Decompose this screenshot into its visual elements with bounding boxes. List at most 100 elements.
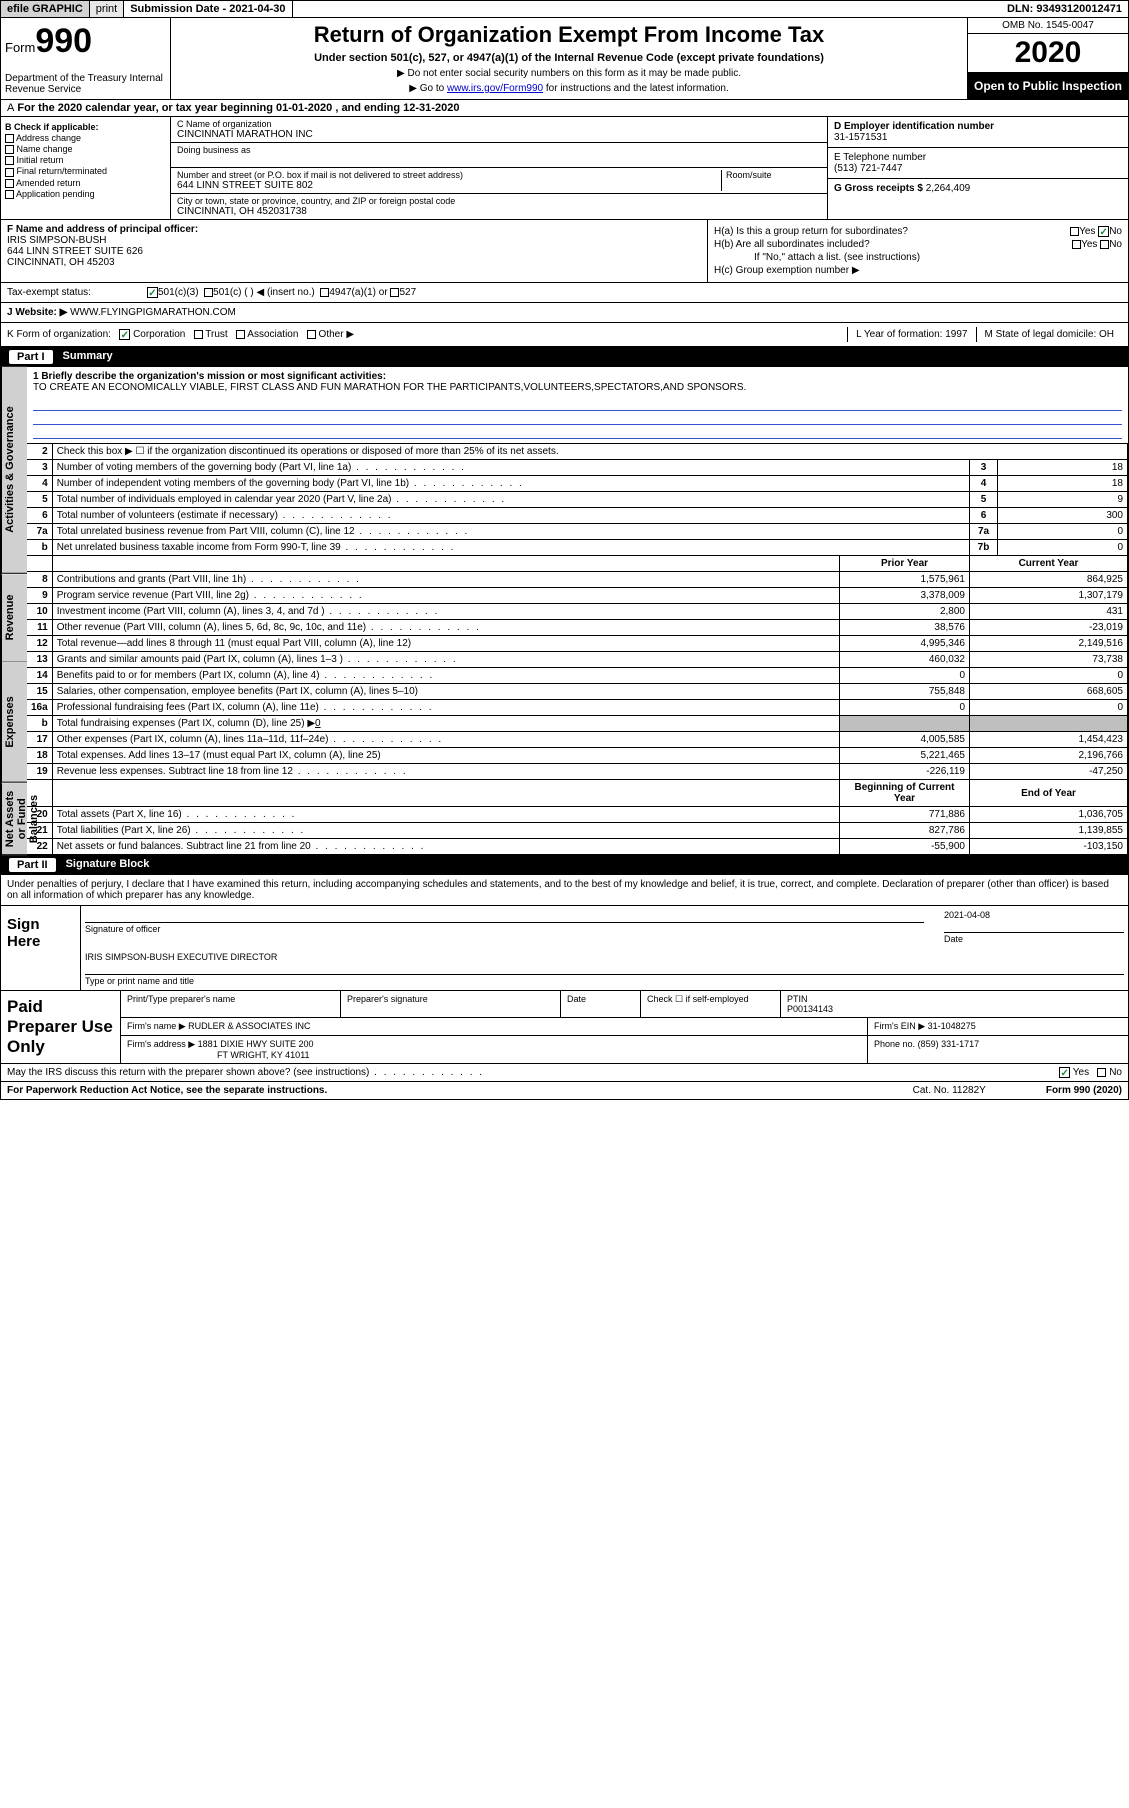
curr-9: 1,307,179 <box>970 588 1128 604</box>
preparer-row: Paid Preparer Use Only Print/Type prepar… <box>1 991 1128 1064</box>
chk-501c3[interactable]: ✓ <box>147 287 158 298</box>
prior-14: 0 <box>840 668 970 684</box>
prior-13: 460,032 <box>840 652 970 668</box>
curr-11: -23,019 <box>970 620 1128 636</box>
state-domicile: M State of legal domicile: OH <box>976 327 1123 342</box>
chk-501c[interactable] <box>204 288 213 297</box>
org-address: 644 LINN STREET SUITE 802 <box>177 180 721 191</box>
curr-15: 668,605 <box>970 684 1128 700</box>
chk-name[interactable] <box>5 145 14 154</box>
chk-initial[interactable] <box>5 156 14 165</box>
side-activities: Activities & Governance <box>1 367 27 574</box>
summary-body: Activities & Governance Revenue Expenses… <box>1 367 1128 855</box>
phone: (513) 721-7447 <box>834 163 1122 174</box>
eoy-22: -103,150 <box>970 839 1128 855</box>
instructions-link-line: ▶ Go to www.irs.gov/Form990 for instruct… <box>175 83 963 94</box>
discuss-row: May the IRS discuss this return with the… <box>1 1064 1128 1081</box>
form-box: Form990 Department of the Treasury Inter… <box>1 18 171 99</box>
chk-hb-yes[interactable] <box>1072 240 1081 249</box>
officer-name-title: IRIS SIMPSON-BUSH EXECUTIVE DIRECTOR <box>85 952 1124 962</box>
website-row: J Website: ▶ WWW.FLYINGPIGMARATHON.COM <box>1 303 1128 323</box>
prior-9: 3,378,009 <box>840 588 970 604</box>
summary-table: 2Check this box ▶ ☐ if the organization … <box>27 443 1128 855</box>
chk-ha-yes[interactable] <box>1070 227 1079 236</box>
side-netassets: Net Assets or Fund Balances <box>1 783 27 855</box>
bottom-note: For Paperwork Reduction Act Notice, see … <box>1 1081 1128 1099</box>
curr-12: 2,149,516 <box>970 636 1128 652</box>
prior-12: 4,995,346 <box>840 636 970 652</box>
prior-17: 4,005,585 <box>840 732 970 748</box>
prior-16a: 0 <box>840 700 970 716</box>
tax-status-row: Tax-exempt status: ✓ 501(c)(3) 501(c) ( … <box>1 283 1128 303</box>
side-expenses: Expenses <box>1 662 27 783</box>
ptin: P00134143 <box>787 1004 833 1014</box>
chk-address[interactable] <box>5 134 14 143</box>
year-formation: L Year of formation: 1997 <box>847 327 975 342</box>
chk-corp[interactable]: ✓ <box>119 329 130 340</box>
dept-treasury: Department of the Treasury Internal Reve… <box>5 73 166 95</box>
chk-final[interactable] <box>5 168 14 177</box>
chk-assoc[interactable] <box>236 330 245 339</box>
form-page: Form 990 (2020) <box>1046 1085 1122 1096</box>
val-6: 300 <box>998 508 1128 524</box>
curr-16a: 0 <box>970 700 1128 716</box>
chk-discuss-yes[interactable]: ✓ <box>1059 1067 1070 1078</box>
tax-year: 2020 <box>968 34 1128 73</box>
form-word: Form <box>5 40 35 55</box>
chk-527[interactable] <box>390 288 399 297</box>
val-7b: 0 <box>998 540 1128 556</box>
chk-ha-no[interactable]: ✓ <box>1098 226 1109 237</box>
org-city: CINCINNATI, OH 452031738 <box>177 206 821 217</box>
irs-link[interactable]: www.irs.gov/Form990 <box>447 83 543 94</box>
prior-18: 5,221,465 <box>840 748 970 764</box>
curr-13: 73,738 <box>970 652 1128 668</box>
part2-header: Part II Signature Block <box>1 855 1128 875</box>
val-4: 18 <box>998 476 1128 492</box>
officer-name: IRIS SIMPSON-BUSH <box>7 235 701 246</box>
top-bar: efile GRAPHIC print Submission Date - 20… <box>1 1 1128 18</box>
col-f-officer: F Name and address of principal officer:… <box>1 220 708 282</box>
col-b-checkboxes: B Check if applicable: Address change Na… <box>1 117 171 219</box>
main-title: Return of Organization Exempt From Incom… <box>175 22 963 48</box>
period-row: A For the 2020 calendar year, or tax yea… <box>1 100 1128 117</box>
val-5: 9 <box>998 492 1128 508</box>
omb-number: OMB No. 1545-0047 <box>968 18 1128 34</box>
prior-19: -226,119 <box>840 764 970 780</box>
val-7a: 0 <box>998 524 1128 540</box>
form-number: 990 <box>35 22 92 60</box>
cat-no: Cat. No. 11282Y <box>913 1085 986 1096</box>
header-row: Form990 Department of the Treasury Inter… <box>1 18 1128 100</box>
website-value: WWW.FLYINGPIGMARATHON.COM <box>70 307 236 318</box>
submission-date: Submission Date - 2021-04-30 <box>124 1 292 17</box>
mission-text: TO CREATE AN ECONOMICALLY VIABLE, FIRST … <box>33 382 1122 393</box>
info-grid: B Check if applicable: Address change Na… <box>1 117 1128 220</box>
sig-date: 2021-04-08 <box>944 910 1124 920</box>
prior-10: 2,800 <box>840 604 970 620</box>
chk-amended[interactable] <box>5 179 14 188</box>
mission-block: 1 Briefly describe the organization's mi… <box>27 367 1128 443</box>
firm-ein: 31-1048275 <box>928 1021 976 1031</box>
k-l-m-row: K Form of organization: ✓ Corporation Tr… <box>1 323 1128 347</box>
eoy-21: 1,139,855 <box>970 823 1128 839</box>
curr-18: 2,196,766 <box>970 748 1128 764</box>
ein: 31-1571531 <box>834 132 1122 143</box>
boy-20: 771,886 <box>840 807 970 823</box>
curr-19: -47,250 <box>970 764 1128 780</box>
chk-hb-no[interactable] <box>1100 240 1109 249</box>
privacy-note: ▶ Do not enter social security numbers o… <box>175 68 963 79</box>
chk-trust[interactable] <box>194 330 203 339</box>
prior-15: 755,848 <box>840 684 970 700</box>
boy-22: -55,900 <box>840 839 970 855</box>
print-button[interactable]: print <box>90 1 124 17</box>
col-c-org-info: C Name of organization CINCINNATI MARATH… <box>171 117 828 219</box>
chk-4947[interactable] <box>320 288 329 297</box>
prior-8: 1,575,961 <box>840 572 970 588</box>
chk-other[interactable] <box>307 330 316 339</box>
chk-application[interactable] <box>5 190 14 199</box>
firm-addr1: 1881 DIXIE HWY SUITE 200 <box>198 1039 314 1049</box>
curr-10: 431 <box>970 604 1128 620</box>
chk-discuss-no[interactable] <box>1097 1068 1106 1077</box>
boy-21: 827,786 <box>840 823 970 839</box>
org-name: CINCINNATI MARATHON INC <box>177 129 821 140</box>
col-d-right: D Employer identification number 31-1571… <box>828 117 1128 219</box>
